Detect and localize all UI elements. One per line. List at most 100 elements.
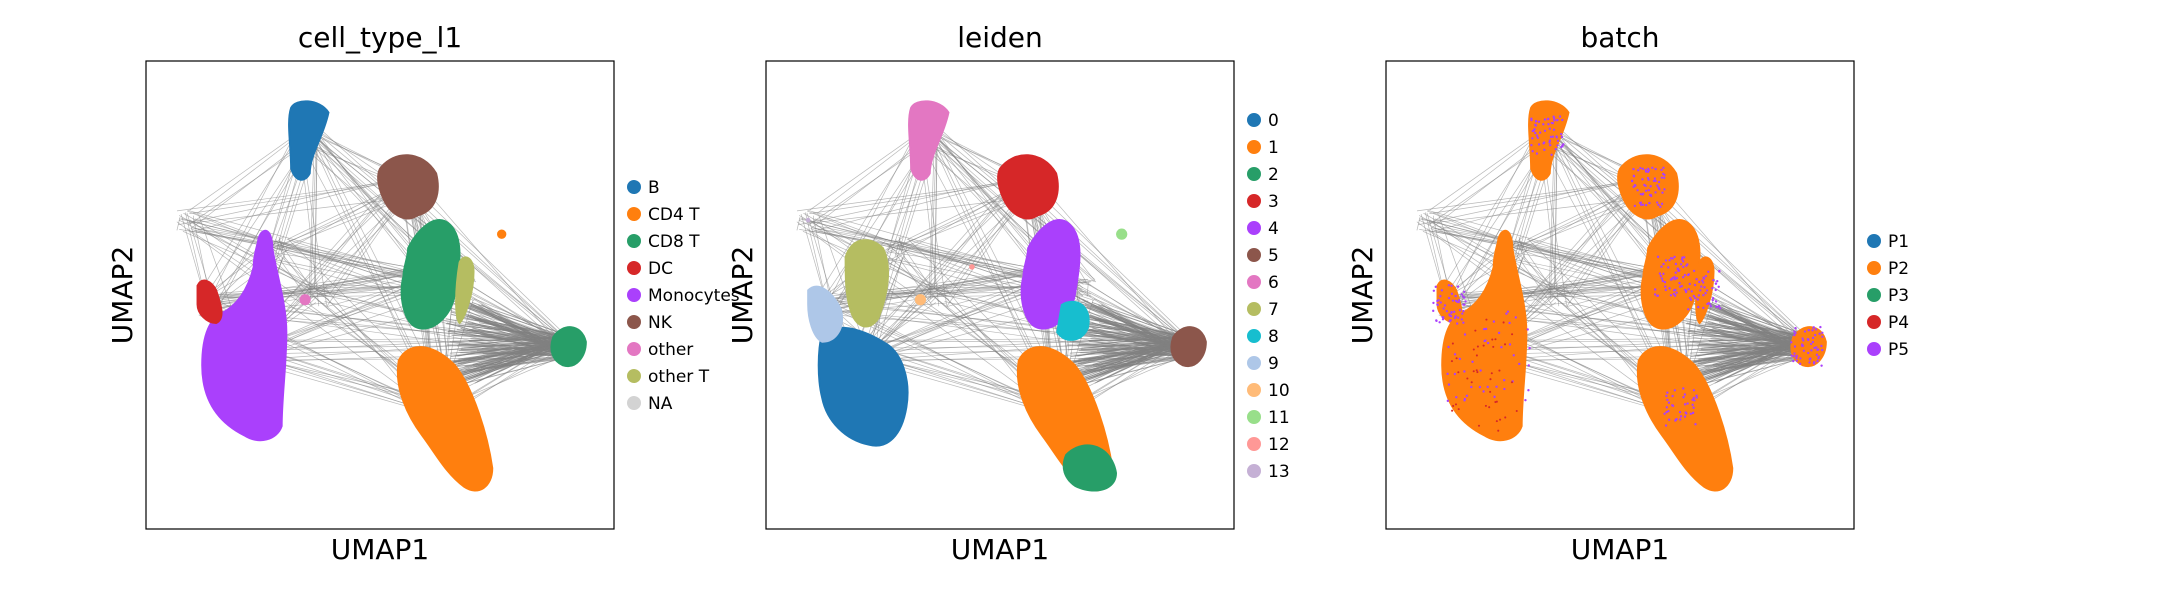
graph-edge	[816, 137, 917, 214]
cell-point	[1711, 287, 1714, 290]
cell-point	[1440, 289, 1444, 292]
scatter-area	[176, 100, 587, 492]
graph-edge	[308, 134, 315, 299]
cell-point	[1653, 293, 1657, 296]
graph-edge	[1696, 316, 1801, 336]
legend-label: 12	[1268, 435, 1290, 455]
cell-point	[1657, 186, 1660, 189]
cell-point	[1702, 281, 1705, 284]
cell-point	[1678, 411, 1682, 414]
legend-marker	[1867, 288, 1881, 302]
cell-point	[1795, 354, 1799, 358]
cell-point	[1715, 305, 1718, 308]
cell-point	[1801, 337, 1804, 340]
graph-edge	[1066, 342, 1189, 389]
cell-point	[1499, 418, 1502, 421]
cell-point	[1711, 298, 1714, 302]
cell-point	[1651, 166, 1654, 169]
cell-point	[1712, 278, 1715, 282]
cell-point	[1489, 390, 1492, 393]
cell-point	[1493, 395, 1496, 399]
cell-point	[1694, 423, 1697, 426]
cell-point	[1811, 340, 1815, 344]
cell-point	[1662, 262, 1665, 266]
cell-point	[1466, 377, 1469, 380]
cell-point	[1537, 120, 1541, 123]
cell-point	[1658, 272, 1662, 275]
cell-point	[1673, 255, 1676, 259]
cell-point	[1538, 131, 1542, 134]
cell-point	[1673, 294, 1677, 297]
cell-point	[1524, 398, 1527, 402]
cluster-2	[1062, 444, 1117, 492]
legend-label: 9	[1268, 354, 1279, 374]
y-axis-label: UMAP2	[726, 246, 759, 345]
cell-point	[1679, 415, 1683, 418]
cell-point	[1632, 167, 1635, 171]
cell-point	[1808, 357, 1812, 361]
graph-edge	[446, 342, 569, 389]
cell-point	[1820, 364, 1823, 367]
cell-point	[1716, 279, 1719, 283]
legend-label: 2	[1268, 165, 1279, 185]
cell-point	[1561, 118, 1564, 122]
cell-point	[1489, 378, 1492, 381]
graph-edge	[1024, 188, 1189, 341]
cell-point	[1671, 257, 1674, 260]
graph-edge	[820, 313, 1184, 343]
cell-point	[1543, 129, 1547, 132]
cell-point	[1502, 321, 1505, 324]
graph-edge	[446, 322, 562, 356]
cell-point	[1639, 166, 1642, 170]
cell-point	[1705, 289, 1709, 292]
graph-edge	[278, 240, 313, 290]
cell-point	[1675, 291, 1678, 294]
cell-point	[1456, 322, 1459, 325]
cell-point	[1632, 185, 1635, 188]
graph-edge	[874, 349, 1050, 408]
cell-point	[1515, 409, 1518, 413]
legend-marker	[1247, 113, 1261, 127]
cell-point	[1484, 404, 1487, 407]
cell-point	[1475, 354, 1478, 357]
cell-point	[1695, 396, 1698, 399]
cell-point	[1527, 364, 1530, 367]
cell-point	[1528, 346, 1531, 350]
legend-label: 7	[1268, 300, 1279, 320]
cell-point	[1667, 266, 1670, 269]
graph-edge	[808, 196, 1037, 224]
cell-point	[1795, 359, 1799, 362]
cell-point	[1535, 152, 1539, 155]
cell-point	[1800, 343, 1804, 346]
cluster-10	[914, 294, 927, 306]
cell-point	[1498, 369, 1501, 372]
cell-point	[1497, 429, 1500, 432]
cluster-p2	[1790, 326, 1827, 368]
cell-point	[1662, 272, 1665, 275]
cluster-12	[969, 264, 975, 270]
graph-edge	[898, 240, 933, 290]
cell-point	[1663, 280, 1667, 284]
cell-point	[1474, 329, 1477, 332]
cell-point	[1816, 359, 1819, 363]
graph-edge	[1418, 175, 1650, 226]
cell-point	[1802, 339, 1805, 342]
cell-point	[1530, 118, 1533, 122]
cell-point	[1432, 289, 1436, 292]
cell-point	[1684, 290, 1688, 294]
cell-point	[1546, 117, 1550, 121]
plot-frame	[765, 60, 1235, 530]
cell-point	[1531, 150, 1534, 153]
cell-point	[1811, 336, 1815, 340]
cell-point	[1649, 193, 1653, 197]
cell-point	[1453, 372, 1457, 376]
graph-edge	[1086, 329, 1183, 348]
cell-point	[1458, 308, 1462, 312]
cell-point	[1663, 412, 1666, 415]
cell-point	[1482, 390, 1485, 393]
cell-point	[1793, 345, 1797, 348]
graph-edge	[176, 221, 437, 414]
cell-point	[1697, 294, 1701, 297]
cell-point	[1689, 412, 1693, 415]
legend-marker	[627, 342, 641, 356]
